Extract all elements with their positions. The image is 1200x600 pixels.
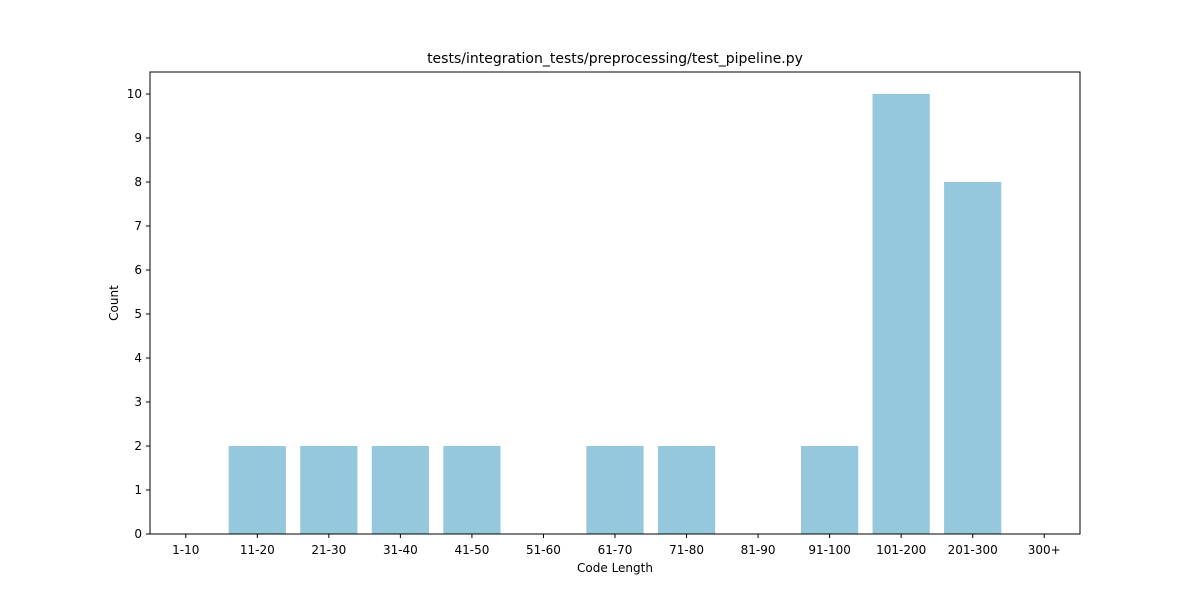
y-tick-label: 1 bbox=[134, 483, 142, 497]
x-tick-label: 81-90 bbox=[741, 543, 776, 557]
x-tick-label: 91-100 bbox=[808, 543, 851, 557]
bar-21-30 bbox=[300, 446, 358, 534]
bars-group bbox=[228, 94, 1002, 534]
x-tick-label: 41-50 bbox=[454, 543, 489, 557]
y-tick-label: 8 bbox=[134, 175, 142, 189]
bar-41-50 bbox=[443, 446, 501, 534]
y-tick-label: 4 bbox=[134, 351, 142, 365]
x-tick-label: 71-80 bbox=[669, 543, 704, 557]
x-tick-label: 1-10 bbox=[172, 543, 199, 557]
x-axis: 1-10 11-20 21-30 31-40 41-50 51-60 61-70 71-80 8… bbox=[172, 534, 1061, 557]
bar-91-100 bbox=[801, 446, 859, 534]
bar-71-80 bbox=[657, 446, 716, 534]
bar-61-70 bbox=[586, 446, 644, 534]
x-tick-label: 21-30 bbox=[311, 543, 346, 557]
bar-101-200 bbox=[872, 94, 930, 534]
y-axis-label: Count bbox=[107, 285, 121, 321]
x-tick-label: 300+ bbox=[1028, 543, 1061, 557]
bar-11-20 bbox=[228, 446, 286, 534]
y-tick-label: 3 bbox=[134, 395, 142, 409]
y-tick-label: 0 bbox=[134, 527, 142, 541]
bar-31-40 bbox=[371, 446, 429, 534]
y-tick-label: 2 bbox=[134, 439, 142, 453]
bar-201-300 bbox=[944, 182, 1002, 534]
y-tick-label: 5 bbox=[134, 307, 142, 321]
x-axis-label: Code Length bbox=[577, 561, 653, 575]
y-tick-label: 10 bbox=[127, 87, 142, 101]
x-tick-label: 201-300 bbox=[948, 543, 998, 557]
x-tick-label: 51-60 bbox=[526, 543, 561, 557]
x-tick-label: 31-40 bbox=[383, 543, 418, 557]
x-tick-label: 101-200 bbox=[876, 543, 926, 557]
plot-frame bbox=[149, 71, 1081, 535]
x-tick-label: 61-70 bbox=[598, 543, 633, 557]
y-tick-label: 7 bbox=[134, 219, 142, 233]
x-tick-label: 11-20 bbox=[240, 543, 275, 557]
y-axis: 0 1 2 3 4 5 6 7 8 9 10 bbox=[127, 87, 150, 541]
chart-title: tests/integration_tests/preprocessing/te… bbox=[427, 51, 803, 67]
y-tick-label: 9 bbox=[134, 131, 142, 145]
y-tick-label: 6 bbox=[134, 263, 142, 277]
